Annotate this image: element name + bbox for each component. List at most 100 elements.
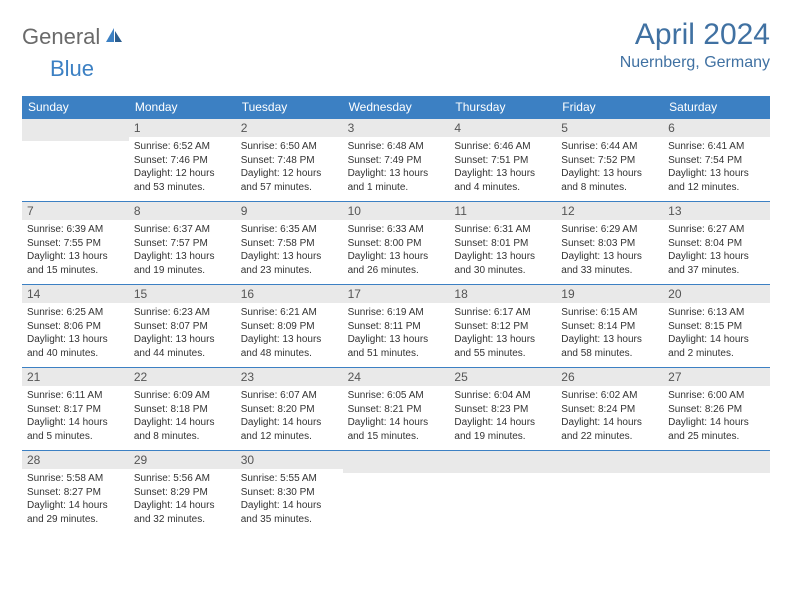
day-cell: 9Sunrise: 6:35 AMSunset: 7:58 PMDaylight… [236,202,343,284]
day-number: 6 [668,121,765,135]
day-number: 14 [27,287,124,301]
day-number: 2 [241,121,338,135]
day-daylight2: and 19 minutes. [454,430,551,444]
day-sunset: Sunset: 8:06 PM [27,320,124,334]
daynum-bar: 10 [343,202,450,220]
weekday-header: Saturday [663,96,770,118]
day-sunrise: Sunrise: 6:50 AM [241,140,338,154]
day-daylight1: Daylight: 14 hours [134,416,231,430]
day-number: 13 [668,204,765,218]
weekday-header: Sunday [22,96,129,118]
day-sunrise: Sunrise: 6:29 AM [561,223,658,237]
day-sunset: Sunset: 8:09 PM [241,320,338,334]
weekday-header: Monday [129,96,236,118]
daynum-bar: 4 [449,119,556,137]
day-cell: 28Sunrise: 5:58 AMSunset: 8:27 PMDayligh… [22,451,129,533]
day-daylight2: and 19 minutes. [134,264,231,278]
calendar-page: General April 2024 Nuernberg, Germany Bl… [0,0,792,551]
daynum-bar: 17 [343,285,450,303]
day-daylight2: and 22 minutes. [561,430,658,444]
day-daylight1: Daylight: 14 hours [134,499,231,513]
day-daylight1: Daylight: 13 hours [561,167,658,181]
day-sunset: Sunset: 8:00 PM [348,237,445,251]
day-daylight2: and 33 minutes. [561,264,658,278]
day-sunrise: Sunrise: 6:15 AM [561,306,658,320]
day-sunrise: Sunrise: 6:02 AM [561,389,658,403]
day-number: 18 [454,287,551,301]
day-cell: 23Sunrise: 6:07 AMSunset: 8:20 PMDayligh… [236,368,343,450]
day-cell [556,451,663,533]
daynum-bar: 21 [22,368,129,386]
day-daylight1: Daylight: 13 hours [561,250,658,264]
day-sunrise: Sunrise: 6:48 AM [348,140,445,154]
day-cell: 10Sunrise: 6:33 AMSunset: 8:00 PMDayligh… [343,202,450,284]
day-sunrise: Sunrise: 6:19 AM [348,306,445,320]
day-daylight1: Daylight: 13 hours [134,250,231,264]
day-cell: 3Sunrise: 6:48 AMSunset: 7:49 PMDaylight… [343,119,450,201]
week-row: 7Sunrise: 6:39 AMSunset: 7:55 PMDaylight… [22,201,770,284]
day-sunrise: Sunrise: 6:41 AM [668,140,765,154]
calendar-grid: Sunday Monday Tuesday Wednesday Thursday… [22,96,770,533]
day-sunrise: Sunrise: 6:52 AM [134,140,231,154]
day-sunset: Sunset: 8:14 PM [561,320,658,334]
week-row: 28Sunrise: 5:58 AMSunset: 8:27 PMDayligh… [22,450,770,533]
day-number: 25 [454,370,551,384]
day-daylight1: Daylight: 14 hours [27,499,124,513]
day-sunset: Sunset: 8:27 PM [27,486,124,500]
day-sunset: Sunset: 8:15 PM [668,320,765,334]
week-row: 21Sunrise: 6:11 AMSunset: 8:17 PMDayligh… [22,367,770,450]
daynum-bar: 30 [236,451,343,469]
day-sunrise: Sunrise: 6:27 AM [668,223,765,237]
daynum-bar-empty [556,451,663,473]
day-sunset: Sunset: 7:51 PM [454,154,551,168]
day-cell: 20Sunrise: 6:13 AMSunset: 8:15 PMDayligh… [663,285,770,367]
daynum-bar: 27 [663,368,770,386]
day-sunset: Sunset: 8:04 PM [668,237,765,251]
day-daylight1: Daylight: 13 hours [241,333,338,347]
day-daylight2: and 35 minutes. [241,513,338,527]
daynum-bar: 3 [343,119,450,137]
daynum-bar: 1 [129,119,236,137]
day-sunset: Sunset: 7:48 PM [241,154,338,168]
day-cell: 29Sunrise: 5:56 AMSunset: 8:29 PMDayligh… [129,451,236,533]
day-sunrise: Sunrise: 6:09 AM [134,389,231,403]
day-sunrise: Sunrise: 6:07 AM [241,389,338,403]
day-cell: 18Sunrise: 6:17 AMSunset: 8:12 PMDayligh… [449,285,556,367]
daynum-bar: 18 [449,285,556,303]
day-number: 8 [134,204,231,218]
day-cell: 4Sunrise: 6:46 AMSunset: 7:51 PMDaylight… [449,119,556,201]
day-cell: 26Sunrise: 6:02 AMSunset: 8:24 PMDayligh… [556,368,663,450]
day-cell: 16Sunrise: 6:21 AMSunset: 8:09 PMDayligh… [236,285,343,367]
day-daylight2: and 51 minutes. [348,347,445,361]
weekday-header-row: Sunday Monday Tuesday Wednesday Thursday… [22,96,770,118]
day-number: 5 [561,121,658,135]
day-cell: 30Sunrise: 5:55 AMSunset: 8:30 PMDayligh… [236,451,343,533]
day-cell [22,119,129,201]
day-daylight1: Daylight: 13 hours [27,333,124,347]
day-number: 1 [134,121,231,135]
week-row: 1Sunrise: 6:52 AMSunset: 7:46 PMDaylight… [22,118,770,201]
daynum-bar: 22 [129,368,236,386]
weekday-header: Tuesday [236,96,343,118]
daynum-bar: 24 [343,368,450,386]
daynum-bar: 23 [236,368,343,386]
day-daylight1: Daylight: 12 hours [134,167,231,181]
day-cell: 6Sunrise: 6:41 AMSunset: 7:54 PMDaylight… [663,119,770,201]
day-sunrise: Sunrise: 6:05 AM [348,389,445,403]
day-sunset: Sunset: 8:26 PM [668,403,765,417]
day-cell: 15Sunrise: 6:23 AMSunset: 8:07 PMDayligh… [129,285,236,367]
day-daylight2: and 40 minutes. [27,347,124,361]
day-number: 23 [241,370,338,384]
day-sunset: Sunset: 8:24 PM [561,403,658,417]
day-daylight1: Daylight: 14 hours [668,416,765,430]
day-cell: 8Sunrise: 6:37 AMSunset: 7:57 PMDaylight… [129,202,236,284]
daynum-bar: 29 [129,451,236,469]
weekday-header: Wednesday [343,96,450,118]
day-daylight2: and 25 minutes. [668,430,765,444]
daynum-bar-empty [663,451,770,473]
day-cell [449,451,556,533]
day-cell: 21Sunrise: 6:11 AMSunset: 8:17 PMDayligh… [22,368,129,450]
day-daylight2: and 30 minutes. [454,264,551,278]
day-sunrise: Sunrise: 6:04 AM [454,389,551,403]
day-sunset: Sunset: 7:49 PM [348,154,445,168]
